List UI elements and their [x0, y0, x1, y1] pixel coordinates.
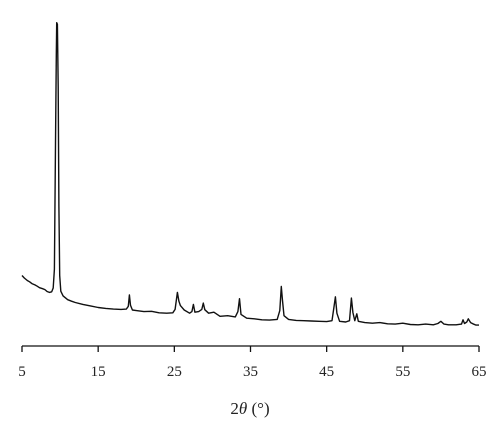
x-tick-label: 45 — [319, 364, 334, 380]
x-axis-ticks: 5 15 25 35 45 55 65 — [18, 346, 487, 380]
x-axis-label-prefix: 2 — [230, 399, 239, 418]
x-tick-label: 5 — [18, 364, 26, 380]
x-tick-label: 15 — [91, 364, 106, 380]
x-axis-label: 2θ (°) — [230, 399, 269, 418]
xrd-pattern-line — [21, 22, 479, 326]
x-axis-label-unit: (°) — [247, 399, 269, 418]
x-tick-label: 35 — [243, 364, 258, 380]
x-tick-label: 25 — [167, 364, 182, 380]
x-tick-label: 55 — [395, 364, 410, 380]
x-axis-label-symbol: θ — [239, 399, 247, 418]
plot-area — [21, 22, 479, 326]
x-tick-label: 65 — [472, 364, 487, 380]
